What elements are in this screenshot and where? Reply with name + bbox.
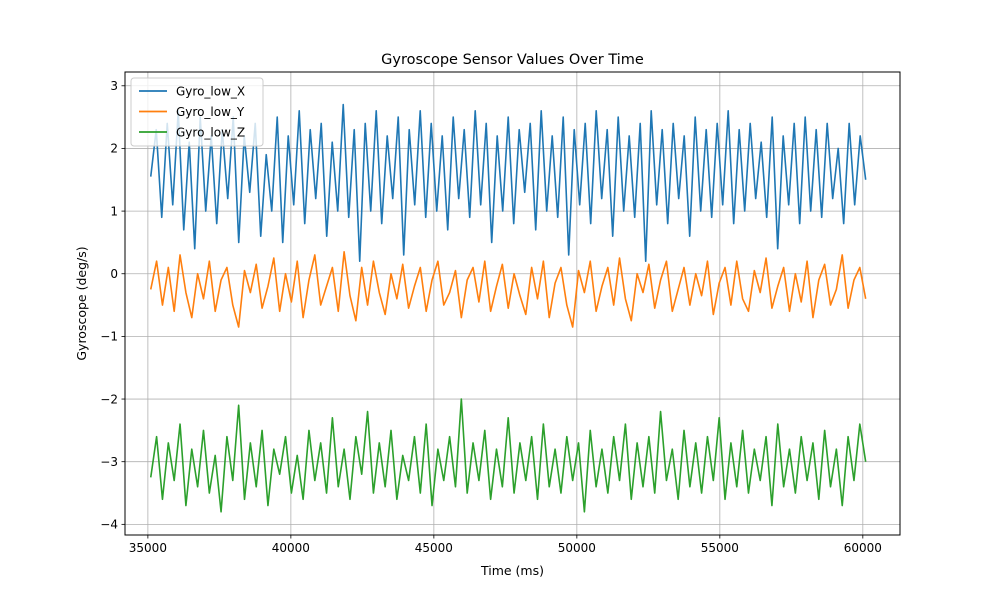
chart-title: Gyroscope Sensor Values Over Time <box>381 52 644 68</box>
series-line-gyro-low-x <box>149 103 867 263</box>
x-tick-label: 60000 <box>844 541 882 555</box>
legend-label: Gyro_low_X <box>176 84 245 98</box>
y-tick-label: −2 <box>100 392 118 406</box>
y-tick-label: 1 <box>110 204 118 218</box>
legend-label: Gyro_low_Z <box>176 125 245 139</box>
x-axis: 35000 40000 45000 50000 55000 60000 <box>129 535 882 555</box>
y-axis: 3 2 1 0 −1 −2 −3 −4 <box>100 79 125 532</box>
y-tick-label: −4 <box>100 518 118 532</box>
legend-label: Gyro_low_Y <box>176 105 245 119</box>
x-tick-label: 40000 <box>272 541 310 555</box>
axes-frame <box>124 71 901 536</box>
y-axis-label: Gyroscope (deg/s) <box>74 246 89 360</box>
y-tick-label: −1 <box>100 330 118 344</box>
grid <box>125 72 900 535</box>
x-axis-label: Time (ms) <box>480 563 544 578</box>
series-line-gyro-low-y <box>149 251 867 328</box>
y-tick-label: −3 <box>100 455 118 469</box>
x-tick-label: 50000 <box>558 541 596 555</box>
y-tick-label: 2 <box>110 142 118 156</box>
series-line-gyro-low-z <box>149 398 867 513</box>
x-tick-label: 55000 <box>701 541 739 555</box>
y-tick-label: 3 <box>110 79 118 93</box>
x-tick-label: 35000 <box>129 541 167 555</box>
y-tick-label: 0 <box>110 267 118 281</box>
legend-box <box>130 77 264 147</box>
plot-area <box>149 103 867 513</box>
legend: Gyro_low_X Gyro_low_Y Gyro_low_Z <box>130 77 264 147</box>
x-tick-label: 45000 <box>415 541 453 555</box>
